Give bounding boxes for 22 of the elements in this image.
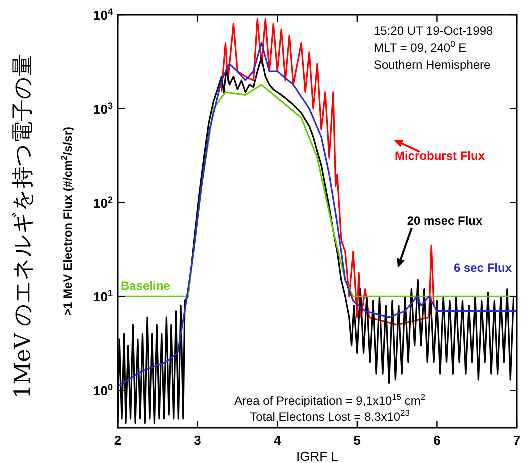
x-tick-label: 6 — [434, 433, 441, 448]
text: 20 msec Flux — [407, 214, 484, 228]
annotation: Area of Precipitation = 9,1x10$^{15}$ cm$^{2}$ — [234, 392, 426, 408]
x-tick-label: 4 — [274, 433, 282, 448]
series-label: Baseline — [121, 279, 171, 293]
x-tick-label: 7 — [513, 433, 521, 448]
x-tick-label: 3 — [194, 433, 202, 448]
x-tick-label: 5 — [354, 433, 362, 448]
text: 6 sec Flux — [454, 261, 512, 275]
x-tick-label: 2 — [114, 433, 122, 448]
y-tick-label: 10$^{4}$ — [93, 7, 114, 23]
annotation: Total Electons Lost = 8.3x10$^{23}$ — [250, 408, 410, 424]
x-axis-title: IGRF L — [296, 449, 338, 463]
y-tick-label: 10$^{2}$ — [93, 194, 113, 211]
y-tick-label: 10$^{1}$ — [93, 288, 113, 305]
y-tick-label: 10$^{0}$ — [93, 382, 113, 399]
y-tick-label: 10$^{3}$ — [93, 100, 113, 117]
text: 1MeV のエネルギを持つ電子の量 — [11, 54, 36, 399]
annotation: MLT = 09, 240$^{0}$ E — [374, 39, 467, 55]
annotation: Southern Hemisphere — [374, 58, 492, 72]
annotation: 15:20 UT 19-Oct-1998 — [374, 24, 494, 38]
legend-label: Microburst Flux — [394, 149, 486, 163]
